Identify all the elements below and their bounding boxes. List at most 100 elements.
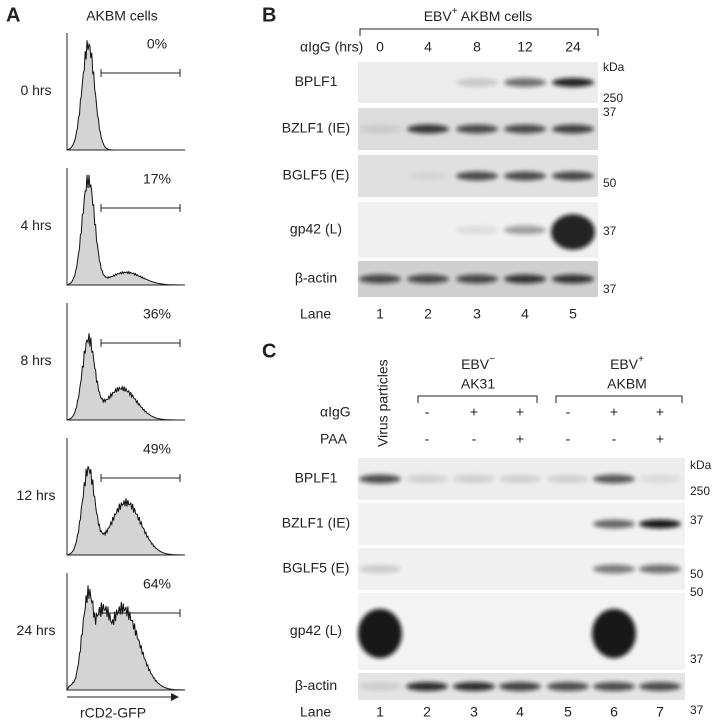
blot bbox=[358, 503, 685, 545]
treatment-value: - bbox=[425, 431, 430, 447]
condition: 4 bbox=[424, 39, 432, 55]
group-text: EBV bbox=[424, 8, 453, 24]
band bbox=[552, 124, 594, 134]
blot bbox=[358, 548, 685, 590]
gate bbox=[100, 339, 181, 347]
condition: 12 bbox=[517, 39, 533, 55]
group-label: EBV− bbox=[461, 354, 495, 372]
percent-label: 36% bbox=[143, 306, 171, 322]
group-line2: AK31 bbox=[461, 376, 495, 392]
marker: 37 bbox=[603, 224, 617, 238]
band bbox=[639, 682, 681, 691]
band bbox=[456, 274, 498, 284]
lane: 3 bbox=[473, 306, 481, 322]
band bbox=[453, 474, 495, 484]
band bbox=[639, 474, 681, 484]
band bbox=[358, 608, 402, 659]
band bbox=[552, 171, 594, 181]
histogram bbox=[66, 174, 185, 286]
time-label: 24 hrs bbox=[17, 622, 56, 638]
blot-label: gp42 (L) bbox=[290, 221, 342, 237]
marker: 37 bbox=[603, 105, 617, 119]
virus-label: Virus particles bbox=[375, 359, 391, 447]
lane: 1 bbox=[376, 704, 384, 720]
band bbox=[359, 274, 401, 284]
blot-label: gp42 (L) bbox=[290, 622, 342, 638]
histogram bbox=[66, 466, 185, 556]
percent-label: 0% bbox=[147, 36, 167, 52]
marker: 250 bbox=[603, 91, 623, 105]
marker: kDa bbox=[690, 458, 712, 472]
lane: 4 bbox=[516, 704, 524, 720]
group-text: EBV bbox=[461, 356, 490, 372]
treatment-label: PAA bbox=[320, 431, 348, 447]
blot-label: BZLF1 (IE) bbox=[282, 515, 350, 531]
marker: 37 bbox=[690, 513, 704, 527]
band bbox=[504, 171, 546, 181]
band bbox=[499, 474, 541, 484]
treatment-value: - bbox=[566, 404, 571, 420]
band bbox=[504, 78, 546, 87]
x-label: rCD2-GFP bbox=[80, 705, 146, 721]
percent-label: 17% bbox=[143, 171, 171, 187]
group-label: EBV+ AKBM cells bbox=[424, 6, 533, 24]
band bbox=[406, 682, 448, 691]
marker: 50 bbox=[690, 585, 704, 599]
time-label: 0 hrs bbox=[20, 82, 51, 98]
lane: 1 bbox=[376, 306, 384, 322]
treatment-value: + bbox=[470, 404, 478, 420]
panel-title: AKBM cells bbox=[86, 8, 158, 24]
marker: 37 bbox=[603, 282, 617, 296]
band bbox=[552, 78, 594, 87]
band bbox=[359, 682, 401, 691]
lane: 5 bbox=[569, 306, 577, 322]
marker: 50 bbox=[690, 567, 704, 581]
histogram-axes bbox=[66, 438, 185, 556]
band bbox=[456, 78, 498, 87]
treatment-value: - bbox=[425, 404, 430, 420]
lane: 2 bbox=[424, 306, 432, 322]
histogram bbox=[66, 333, 185, 421]
panel-label: C bbox=[262, 340, 276, 362]
group-text: EBV bbox=[610, 356, 639, 372]
band bbox=[504, 124, 546, 134]
lane-label: Lane bbox=[300, 704, 331, 720]
band bbox=[592, 608, 636, 659]
treatment-value: + bbox=[516, 404, 524, 420]
marker: 37 bbox=[690, 652, 704, 666]
band bbox=[359, 124, 401, 134]
treatment-value: - bbox=[612, 431, 617, 447]
group-label: EBV+ bbox=[610, 354, 644, 372]
band bbox=[407, 171, 449, 181]
histogram-axes bbox=[66, 573, 185, 691]
condition: 24 bbox=[565, 39, 581, 55]
lane: 4 bbox=[521, 306, 529, 322]
blot-label: BPLF1 bbox=[295, 73, 338, 89]
condition: 8 bbox=[473, 39, 481, 55]
blot-label: β-actin bbox=[295, 270, 337, 286]
group-sup: + bbox=[452, 6, 458, 17]
blot-label: BGLF5 (E) bbox=[283, 560, 350, 576]
histogram-axes bbox=[66, 33, 185, 151]
band bbox=[552, 274, 594, 284]
time-label: 4 hrs bbox=[20, 217, 51, 233]
gate bbox=[100, 204, 181, 212]
panel-label: A bbox=[6, 4, 20, 26]
band bbox=[359, 474, 401, 484]
treatment-value: - bbox=[472, 431, 477, 447]
band bbox=[407, 124, 449, 134]
band bbox=[551, 214, 595, 250]
time-label: 8 hrs bbox=[20, 352, 51, 368]
band bbox=[504, 225, 546, 235]
band bbox=[456, 124, 498, 134]
bracket bbox=[555, 395, 683, 403]
condition-label: αIgG (hrs) bbox=[300, 39, 363, 55]
blot-label: BPLF1 bbox=[295, 470, 338, 486]
band bbox=[639, 564, 681, 574]
band bbox=[639, 519, 681, 529]
lane-label: Lane bbox=[300, 306, 331, 322]
blot-label: β-actin bbox=[295, 677, 337, 693]
percent-label: 49% bbox=[143, 441, 171, 457]
treatment-value: + bbox=[610, 404, 618, 420]
